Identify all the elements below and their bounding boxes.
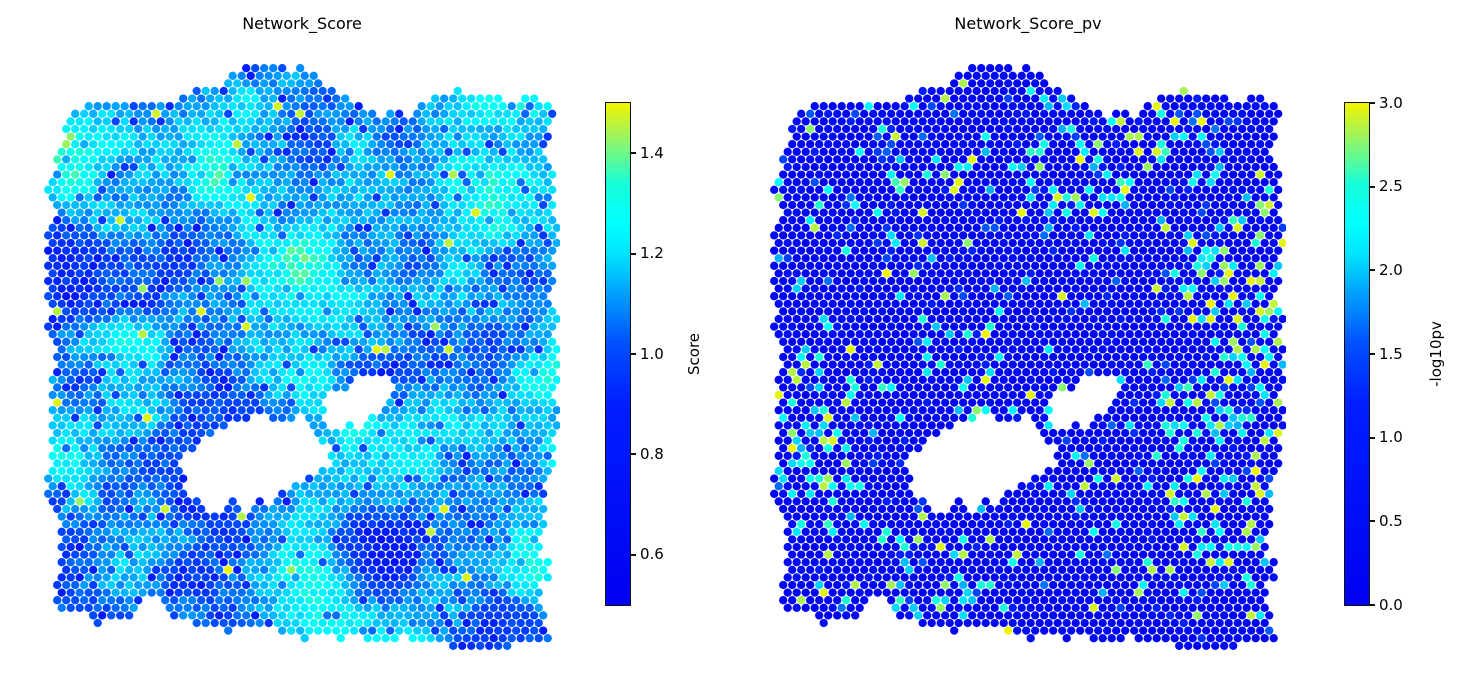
- colorbar-tick-label: 2.0: [1379, 260, 1403, 279]
- colorbar-frame: [1344, 102, 1370, 606]
- spot-map-network-score: [44, 64, 560, 650]
- colorbar-tick-mark: [631, 252, 636, 255]
- colorbar-tick-mark: [631, 152, 636, 155]
- colorbar-tick-mark: [1370, 269, 1375, 272]
- colorbar-frame: [605, 102, 631, 606]
- colorbar-tick-mark: [631, 553, 636, 556]
- panel-title-network-score-pv: Network_Score_pv: [954, 14, 1102, 33]
- colorbar-tick-mark: [631, 353, 636, 355]
- colorbar-tick-mark: [1370, 604, 1375, 606]
- colorbar-tick-label: 0.5: [1379, 511, 1403, 530]
- colorbar-tick-mark: [631, 453, 636, 456]
- colorbar-tick-label: 0.8: [640, 444, 664, 463]
- colorbar-score: 0.6 0.8 1.0 1.2 1.4: [605, 102, 664, 606]
- colorbar-tick-label: 1.2: [640, 244, 664, 263]
- colorbar-tick-mark: [1370, 185, 1375, 188]
- colorbar-tick-mark: [1370, 353, 1375, 355]
- colorbar-tick-mark: [1370, 520, 1375, 523]
- colorbar-tick-label: 0.0: [1379, 595, 1403, 614]
- colorbar-gradient: [606, 103, 630, 605]
- colorbar-tick-label: 0.6: [640, 545, 664, 564]
- colorbar-tick-label: 3.0: [1379, 93, 1403, 112]
- colorbar-axis-label-log10pv: -log10pv: [1427, 321, 1445, 387]
- panel-title-network-score: Network_Score: [242, 14, 362, 33]
- colorbar-tick-mark: [1370, 436, 1375, 439]
- colorbar-tick-label: 1.5: [1379, 344, 1403, 363]
- colorbar-tick-label: 2.5: [1379, 177, 1403, 196]
- spot-map-network-score-pv: [770, 64, 1286, 650]
- colorbar-log10pv: 0.0 0.5 1.0 1.5 2.0 2.5 3.0: [1344, 95, 1403, 612]
- colorbar-tick-label: 1.0: [640, 344, 664, 363]
- colorbar-tick-label: 1.4: [640, 143, 664, 162]
- colorbar-gradient: [1345, 103, 1369, 605]
- colorbar-tick-label: 1.0: [1379, 428, 1403, 447]
- colorbar-tick-mark: [1370, 102, 1375, 104]
- colorbar-axis-label-score: Score: [685, 332, 703, 376]
